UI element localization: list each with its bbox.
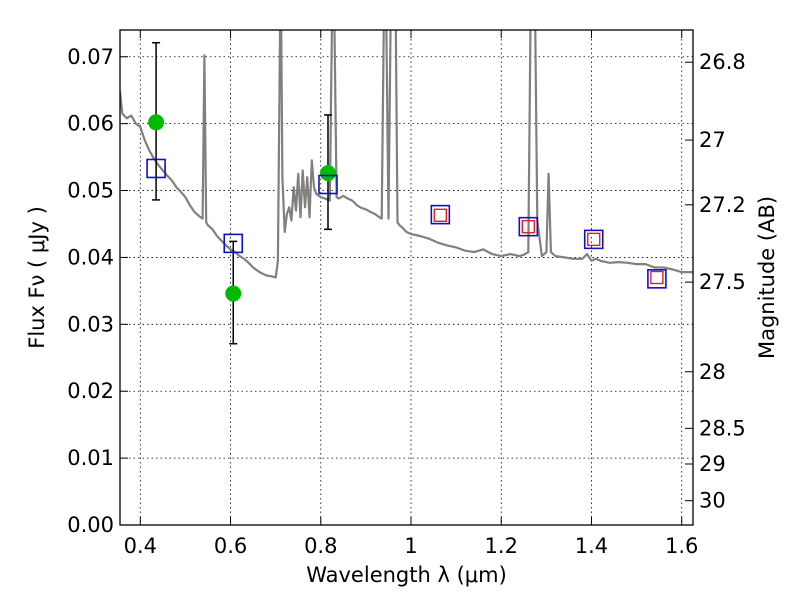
y-tick-label: 0.01: [67, 446, 114, 470]
y2-tick-label: 28: [699, 360, 726, 384]
predicted-flux-square: [521, 219, 536, 234]
model-flux-square: [518, 216, 539, 237]
x-axis-label: Wavelength λ (μm): [306, 563, 507, 587]
plot-area: [120, 30, 693, 345]
model-spectrum-line: [120, 30, 693, 279]
model-flux-square: [223, 233, 244, 254]
x-tick-label: 1.4: [575, 534, 608, 558]
y2-tick-label: 27: [699, 128, 726, 152]
model-flux-square: [583, 229, 604, 250]
y2-tick-label: 29: [699, 452, 726, 476]
x-tick-label: 1.2: [485, 534, 518, 558]
predicted-flux-square: [433, 208, 448, 222]
model-flux-square: [318, 174, 338, 195]
x-tick-label: 1: [404, 534, 417, 558]
y-tick-label: 0.00: [67, 513, 114, 537]
y-tick-label: 0.05: [67, 179, 114, 203]
y-tick-label: 0.07: [67, 45, 114, 69]
axis-ticks: 0.4 0.6 0.8 1 1.2 1.4 1.6 0.00 0.01 0.02 0.03 0.04 0…: [67, 30, 746, 558]
y-tick-label: 0.06: [67, 112, 114, 136]
y-axis-label: Flux Fν ( μJy ): [25, 206, 49, 349]
x-tick-label: 0.6: [214, 534, 247, 558]
model-flux-square: [146, 158, 166, 179]
model-flux-square: [430, 204, 451, 225]
y2-tick-label: 30: [699, 489, 726, 513]
y-tick-label: 0.02: [67, 379, 114, 403]
y-tick-label: 0.04: [67, 245, 114, 269]
y2-axis-label: Magnitude (AB): [755, 196, 779, 359]
predicted-flux-square: [650, 270, 664, 285]
plot-frame: [119, 29, 694, 526]
observed-flux-point: [225, 285, 242, 302]
y-tick-label: 0.03: [67, 312, 114, 336]
x-tick-label: 1.6: [665, 534, 698, 558]
y2-tick-label: 28.5: [699, 416, 746, 440]
y2-tick-label: 26.8: [699, 50, 746, 74]
x-tick-label: 0.4: [124, 534, 157, 558]
predicted-flux-square: [587, 232, 601, 247]
y2-tick-label: 27.2: [699, 193, 746, 217]
x-tick-label: 0.8: [304, 534, 337, 558]
observed-flux-point: [319, 165, 336, 182]
model-flux-square: [647, 269, 667, 289]
observed-flux-point: [148, 114, 165, 131]
y2-tick-label: 27.5: [699, 270, 746, 294]
